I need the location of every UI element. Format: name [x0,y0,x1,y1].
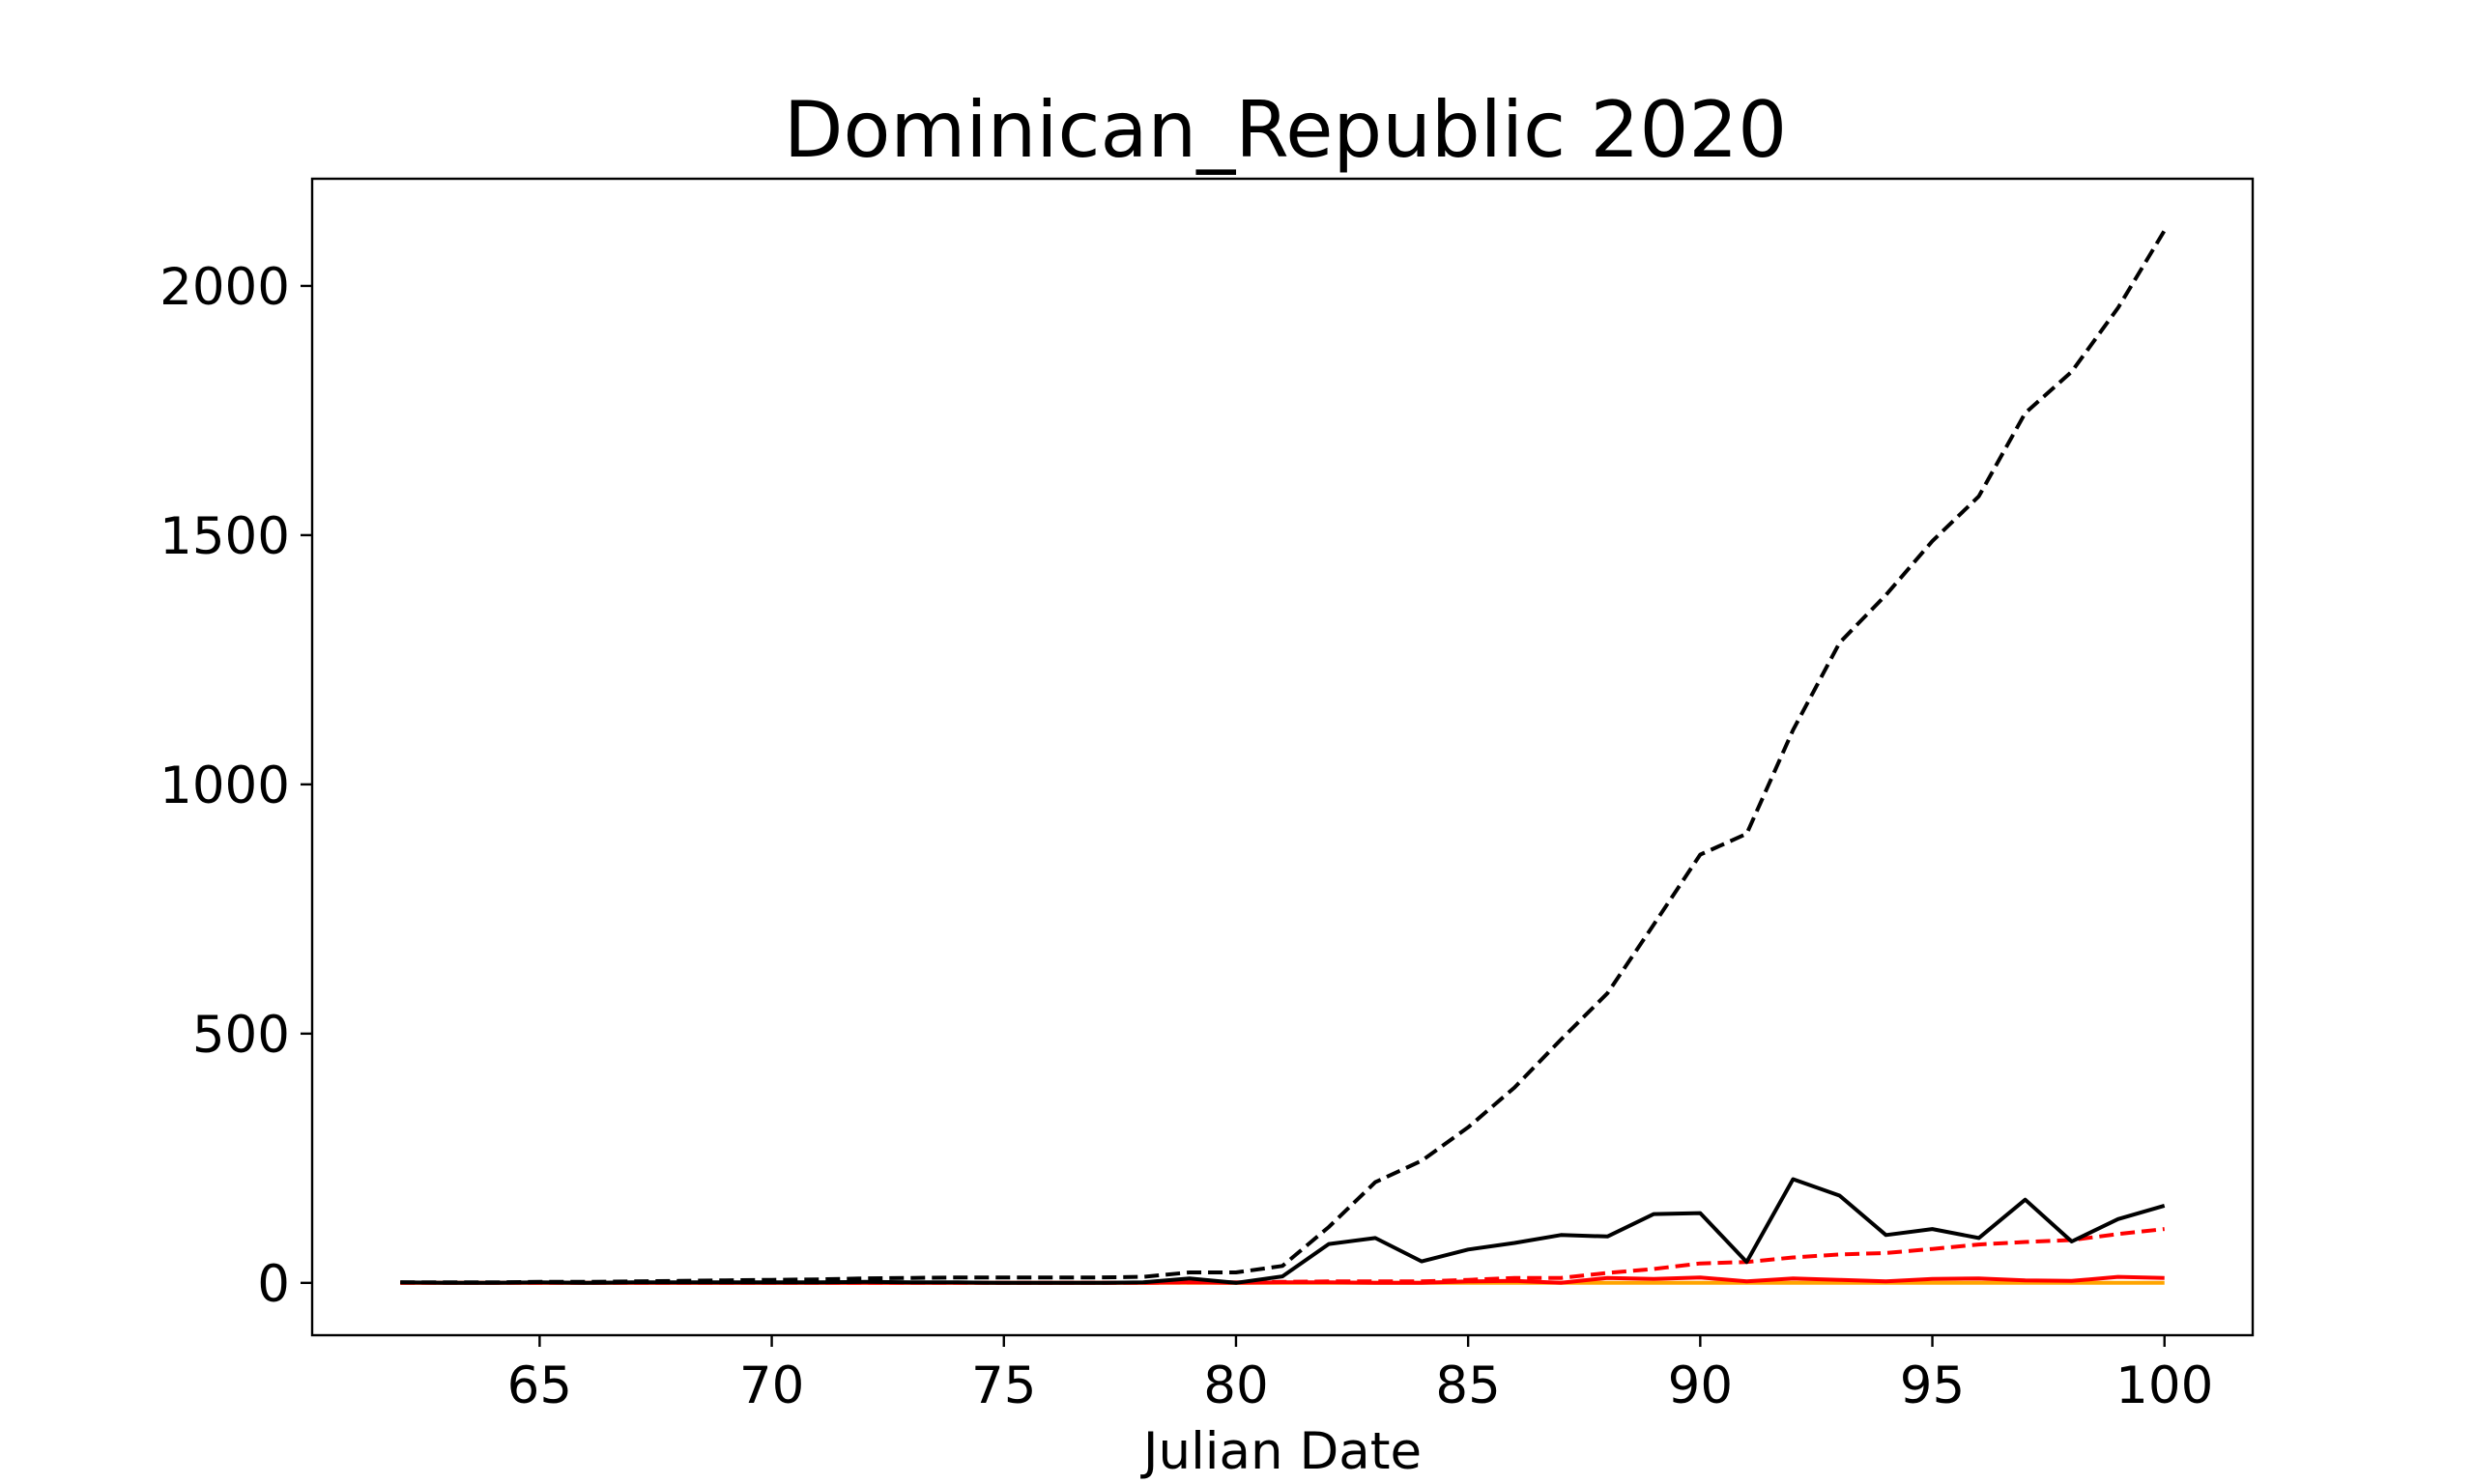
axes-frame [310,177,2255,1337]
y-tick-label: 0 [257,1255,290,1314]
x-tick-label: 80 [1203,1356,1268,1415]
y-tick-label: 1000 [159,756,290,815]
series-line-0 [400,229,2167,1285]
x-tick-label: 100 [2115,1356,2213,1415]
x-tick-label: 90 [1668,1356,1733,1415]
x-tick-label: 65 [507,1356,572,1415]
x-axis-label: Julian Date [1140,1422,1422,1481]
y-tick-label: 1500 [159,507,290,566]
y-tick-label: 2000 [159,258,290,317]
x-tick-label: 75 [971,1356,1036,1415]
x-tick-label: 85 [1435,1356,1500,1415]
y-tick-label: 500 [192,1006,290,1065]
series-line-1 [400,1177,2166,1285]
y-axis: 0 500 1000 1500 2000 [159,258,312,1314]
x-tick-label: 70 [739,1356,804,1415]
x-axis: 65 70 75 80 85 90 95 100 [507,1335,2213,1415]
plot-area [400,229,2167,1285]
x-tick-label: 95 [1900,1356,1965,1415]
chart-title: Dominican_Republic 2020 [784,85,1787,175]
series-line-2 [400,1227,2165,1285]
